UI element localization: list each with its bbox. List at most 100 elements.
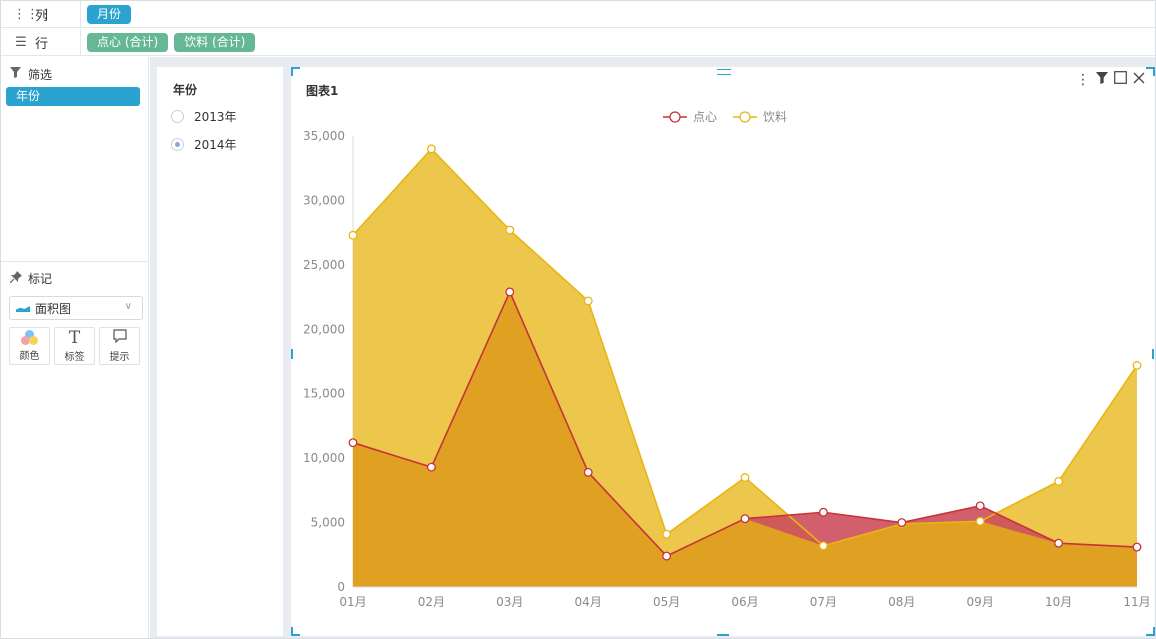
data-point-snacks xyxy=(505,287,515,297)
data-point-snacks xyxy=(740,514,750,524)
mark-type-select[interactable]: 面积图 ∨ xyxy=(9,296,143,320)
panel-divider xyxy=(1,261,148,262)
columns-icon: ⋮⋮⋮ xyxy=(13,6,52,22)
data-point-drinks xyxy=(505,225,515,235)
columns-label: 列 xyxy=(35,8,49,24)
chevron-down-icon: ∨ xyxy=(124,301,132,312)
x-tick-label: 08月 xyxy=(888,595,915,609)
close-icon[interactable] xyxy=(1133,72,1145,88)
data-point-snacks xyxy=(1054,538,1064,548)
y-tick-label: 5,000 xyxy=(311,516,345,530)
row-pill-snacks[interactable]: 点心 (合计) xyxy=(87,32,169,52)
selection-handle[interactable] xyxy=(1152,349,1154,359)
filter-title: 筛选 xyxy=(28,67,53,82)
legend-marker xyxy=(669,111,681,123)
selection-handle[interactable] xyxy=(291,349,293,359)
y-tick-label: 30,000 xyxy=(303,193,345,207)
data-point-drinks xyxy=(1132,360,1142,370)
data-point-drinks xyxy=(1054,476,1064,486)
year-option-label: 2013年 xyxy=(194,110,237,124)
column-pill-month[interactable]: 月份 xyxy=(87,4,132,24)
data-point-drinks xyxy=(583,296,593,306)
selection-handle[interactable] xyxy=(1146,67,1155,76)
columns-shelf: ⋮⋮⋮ 列 月份 xyxy=(1,1,1155,28)
data-point-drinks xyxy=(662,529,672,539)
x-tick-label: 02月 xyxy=(418,595,445,609)
year-option-2013[interactable]: 2013年 xyxy=(171,108,237,125)
radio-button[interactable] xyxy=(171,110,184,123)
x-tick-label: 09月 xyxy=(967,595,994,609)
area-chart: 0 5,000 10,000 15,000 20,000 25,000 30,000 35,0… xyxy=(303,110,1151,609)
pin-icon xyxy=(9,270,24,286)
data-point-drinks xyxy=(740,473,750,482)
data-point-drinks xyxy=(348,230,358,240)
legend-label: 饮料 xyxy=(763,110,787,124)
data-point-snacks xyxy=(975,501,985,511)
y-tick-label: 35,000 xyxy=(303,129,345,143)
data-point-snacks xyxy=(426,462,436,472)
rows-label: 行 xyxy=(35,36,49,52)
y-tick-label: 25,000 xyxy=(303,258,345,272)
rows-shelf: ☰ 行 点心 (合计) 饮料 (合计) xyxy=(1,29,1155,56)
drag-handle-icon[interactable] xyxy=(717,69,731,75)
y-tick-label: 20,000 xyxy=(303,322,345,336)
data-point-snacks xyxy=(348,438,358,448)
year-filter-title: 年份 xyxy=(173,83,198,97)
data-point-snacks xyxy=(1132,542,1142,552)
marks-title: 标记 xyxy=(28,271,53,286)
tooltip-icon xyxy=(112,329,127,347)
mark-type-value: 面积图 xyxy=(35,301,72,316)
data-point-snacks xyxy=(818,507,828,517)
radio-button[interactable] xyxy=(171,138,184,151)
maximize-icon[interactable] xyxy=(1114,71,1127,88)
x-tick-label: 04月 xyxy=(575,595,602,609)
list-icon: ☰ xyxy=(15,34,27,50)
series-area-overlap xyxy=(353,291,1137,587)
chart-card[interactable]: 图表1 ⋮ 0 5,000 10,000 15,000 20,000 25,000 30,0… xyxy=(291,67,1155,636)
chart-title: 图表1 xyxy=(306,84,339,98)
year-filter-card: 年份 2013年 2014年 xyxy=(157,67,283,636)
y-tick-label: 10,000 xyxy=(303,451,345,465)
more-icon[interactable]: ⋮ xyxy=(1076,71,1090,88)
year-option-2014[interactable]: 2014年 xyxy=(171,136,237,153)
tooltip-button[interactable]: 提示 xyxy=(99,327,140,365)
left-panel: 筛选 年份 标记 面积图 ∨ 颜色 T xyxy=(1,57,149,638)
y-tick-label: 15,000 xyxy=(303,387,345,401)
x-tick-label: 06月 xyxy=(731,595,758,609)
y-tick-label: 0 xyxy=(337,580,345,594)
color-button[interactable]: 颜色 xyxy=(9,327,50,365)
funnel-icon xyxy=(10,67,24,81)
legend-marker xyxy=(739,111,751,123)
text-T-icon: T xyxy=(68,328,81,348)
label-button[interactable]: T 标签 xyxy=(54,327,95,365)
area-chart-icon xyxy=(16,304,30,312)
filter-icon[interactable] xyxy=(1096,71,1108,88)
data-point-snacks xyxy=(662,551,672,561)
mark-buttons: 颜色 T 标签 提示 xyxy=(9,327,140,365)
rows-shelf-label: ☰ 行 xyxy=(1,29,81,55)
selection-handle[interactable] xyxy=(291,627,300,636)
data-point-snacks xyxy=(583,467,593,477)
row-pill-drinks[interactable]: 饮料 (合计) xyxy=(174,32,256,52)
filter-section-title: 筛选 xyxy=(1,63,148,85)
color-button-label: 颜色 xyxy=(19,351,40,362)
x-tick-label: 05月 xyxy=(653,595,680,609)
selection-handle[interactable] xyxy=(1146,627,1155,636)
chart-toolbar: ⋮ xyxy=(1076,71,1145,88)
filter-pill-year[interactable]: 年份 xyxy=(6,87,140,106)
data-point-drinks xyxy=(818,541,828,551)
data-point-snacks xyxy=(897,518,907,528)
x-tick-label: 07月 xyxy=(810,595,837,609)
x-tick-label: 10月 xyxy=(1045,595,1072,609)
year-option-label: 2014年 xyxy=(194,138,237,152)
data-point-drinks xyxy=(975,516,985,526)
x-tick-label: 03月 xyxy=(496,595,523,609)
marks-section-title: 标记 xyxy=(1,267,52,289)
x-tick-label: 01月 xyxy=(339,595,366,609)
label-button-label: 标签 xyxy=(64,352,85,363)
color-icon xyxy=(20,330,39,346)
selection-handle[interactable] xyxy=(717,634,729,636)
data-point-drinks xyxy=(426,144,436,154)
selection-handle[interactable] xyxy=(291,67,300,76)
